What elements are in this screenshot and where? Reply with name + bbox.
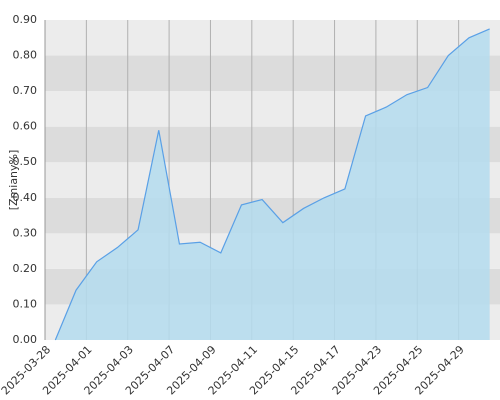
y-tick-label: 0.90 xyxy=(13,13,38,26)
y-tick-label: 0.10 xyxy=(13,297,38,310)
y-axis-label: [Zmiany%] xyxy=(7,150,20,211)
y-tick-label: 0.60 xyxy=(13,120,38,133)
grid-band xyxy=(45,20,500,56)
line xyxy=(54,28,490,341)
y-tick-label: 0.80 xyxy=(13,49,38,62)
y-tick-label: 0.00 xyxy=(13,333,38,346)
grid-band xyxy=(45,55,500,92)
y-tick-label: 0.30 xyxy=(13,226,38,239)
y-tick-label: 0.20 xyxy=(13,262,38,275)
y-tick-label: 0.40 xyxy=(13,191,38,204)
y-tick-label: 0.50 xyxy=(13,155,38,168)
area xyxy=(55,28,490,341)
y-tick-label: 0.70 xyxy=(13,84,38,97)
